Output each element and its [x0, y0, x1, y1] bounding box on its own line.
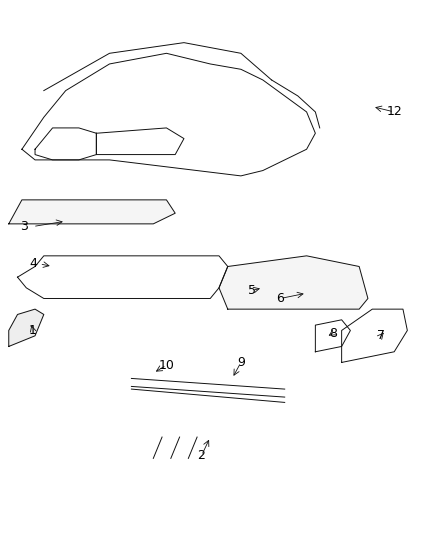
Text: 3: 3 [20, 220, 28, 233]
Polygon shape [219, 256, 368, 309]
Text: 5: 5 [248, 284, 256, 297]
Text: 1: 1 [29, 324, 37, 337]
Text: 12: 12 [386, 106, 402, 118]
Polygon shape [9, 200, 175, 224]
Text: 2: 2 [198, 449, 205, 462]
Polygon shape [9, 309, 44, 346]
Text: 6: 6 [276, 292, 284, 305]
Text: 7: 7 [377, 329, 385, 342]
Text: 8: 8 [329, 327, 337, 340]
Text: 4: 4 [29, 257, 37, 270]
Text: 10: 10 [159, 359, 174, 372]
Text: 9: 9 [237, 356, 245, 369]
